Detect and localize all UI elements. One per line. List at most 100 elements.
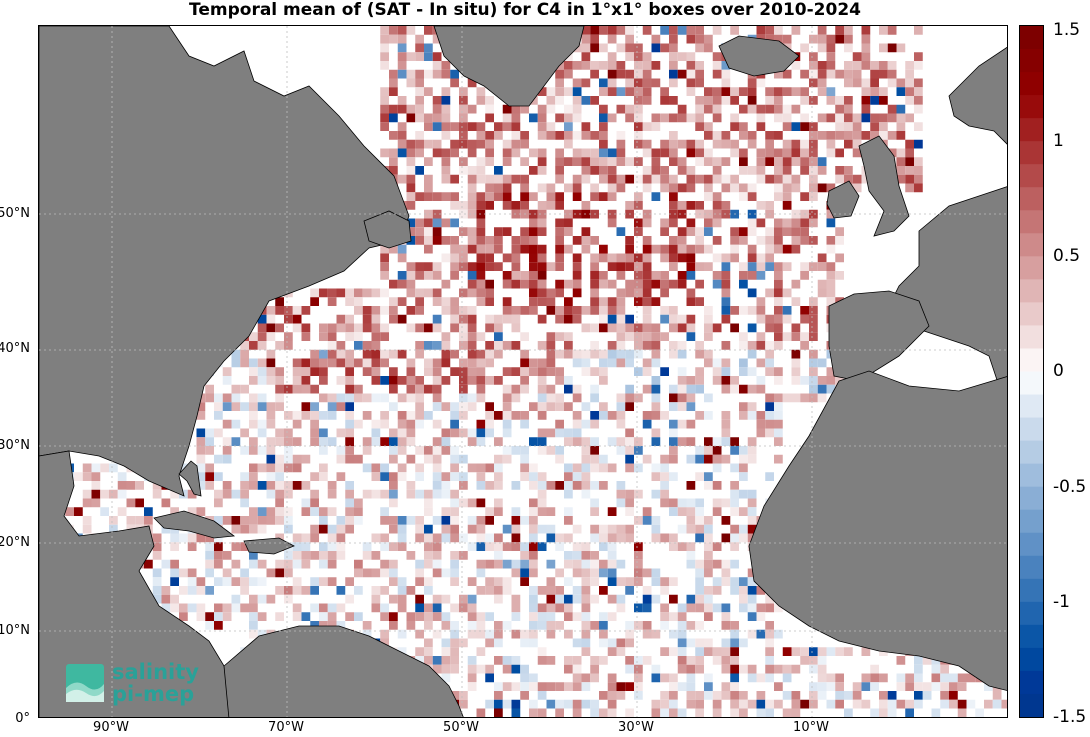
anomaly-cell — [782, 673, 792, 683]
anomaly-cell — [564, 481, 573, 490]
anomaly-cell — [669, 446, 678, 455]
anomaly-cell — [695, 656, 704, 665]
anomaly-cell — [494, 559, 503, 569]
anomaly-cell — [660, 271, 669, 280]
anomaly-cell — [730, 524, 739, 534]
anomaly-cell — [476, 419, 486, 429]
anomaly-cell — [642, 568, 652, 578]
anomaly-cell — [712, 498, 722, 508]
anomaly-cell — [380, 61, 389, 70]
anomaly-cell — [222, 551, 232, 560]
anomaly-cell — [590, 349, 599, 359]
anomaly-cell — [809, 367, 818, 376]
anomaly-cell — [415, 568, 424, 578]
anomaly-cell — [660, 43, 669, 53]
anomaly-cell — [520, 236, 529, 245]
anomaly-cell — [739, 411, 748, 420]
cuba-land — [153, 510, 236, 539]
anomaly-cell — [590, 236, 599, 245]
anomaly-cell — [450, 69, 459, 79]
anomaly-cell — [669, 402, 678, 411]
anomaly-cell — [800, 96, 809, 105]
anomaly-cell — [625, 708, 634, 717]
anomaly-cell — [284, 463, 293, 473]
anomaly-cell — [730, 559, 739, 569]
anomaly-cell — [117, 481, 127, 490]
anomaly-cell — [502, 271, 512, 280]
anomaly-cell — [625, 621, 634, 630]
salinity-pimep-logo — [62, 660, 212, 710]
anomaly-cell — [660, 533, 669, 543]
anomaly-cell — [809, 139, 818, 149]
anomaly-cell — [319, 551, 328, 560]
anomaly-cell — [415, 393, 424, 403]
anomaly-cell — [371, 586, 381, 595]
anomaly-cell — [774, 603, 783, 613]
anomaly-cell — [590, 384, 599, 394]
anomaly-cell — [642, 454, 652, 464]
anomaly-cell — [345, 393, 354, 403]
anomaly-cell — [642, 26, 652, 35]
anomaly-cell — [117, 489, 127, 499]
anomaly-cell — [415, 139, 424, 149]
colorbar-step — [1020, 394, 1043, 419]
anomaly-cell — [590, 262, 599, 271]
anomaly-cell — [441, 481, 451, 490]
anomaly-cell — [800, 647, 809, 656]
anomaly-cell — [292, 577, 302, 586]
anomaly-cell — [660, 472, 669, 481]
anomaly-cell — [914, 682, 923, 691]
anomaly-cell — [809, 306, 818, 315]
anomaly-cell — [494, 656, 503, 665]
anomaly-cell — [555, 96, 564, 105]
anomaly-cell — [739, 454, 748, 464]
anomaly-cell — [625, 428, 634, 438]
anomaly-cell — [599, 568, 608, 578]
anomaly-cell — [555, 87, 564, 96]
anomaly-cell — [362, 358, 372, 368]
anomaly-cell — [599, 454, 608, 464]
anomaly-cell — [345, 288, 354, 298]
anomaly-cell — [677, 647, 687, 656]
anomaly-cell — [511, 113, 521, 123]
anomaly-cell — [292, 384, 302, 394]
anomaly-cell — [511, 603, 521, 613]
anomaly-cell — [546, 481, 556, 490]
anomaly-cell — [669, 691, 678, 700]
anomaly-cell — [205, 542, 214, 551]
anomaly-cell — [642, 332, 652, 341]
anomaly-cell — [520, 131, 529, 140]
anomaly-cell — [887, 691, 897, 700]
anomaly-cell — [721, 183, 731, 193]
anomaly-cell — [642, 96, 652, 105]
anomaly-cell — [546, 297, 556, 306]
anomaly-cell — [205, 472, 214, 481]
anomaly-cell — [494, 498, 503, 508]
anomaly-cell — [196, 446, 206, 455]
anomaly-cell — [564, 113, 573, 123]
anomaly-cell — [634, 52, 643, 61]
anomaly-cell — [625, 262, 634, 271]
anomaly-cell — [957, 682, 967, 691]
anomaly-cell — [835, 131, 844, 140]
anomaly-cell — [581, 559, 591, 569]
anomaly-cell — [677, 542, 687, 551]
anomaly-cell — [686, 603, 696, 613]
anomaly-cell — [152, 577, 162, 586]
anomaly-cell — [459, 533, 468, 543]
anomaly-cell — [581, 96, 591, 105]
anomaly-cell — [599, 367, 608, 376]
anomaly-cell — [555, 349, 564, 359]
anomaly-cell — [432, 367, 442, 376]
anomaly-cell — [257, 428, 267, 438]
anomaly-cell — [870, 96, 879, 105]
anomaly-cell — [634, 113, 643, 123]
anomaly-cell — [529, 516, 538, 525]
anomaly-cell — [494, 708, 503, 717]
anomaly-cell — [415, 148, 424, 158]
anomaly-cell — [572, 419, 582, 429]
anomaly-cell — [319, 612, 328, 621]
anomaly-cell — [984, 699, 993, 709]
anomaly-cell — [616, 104, 626, 114]
anomaly-cell — [581, 551, 591, 560]
